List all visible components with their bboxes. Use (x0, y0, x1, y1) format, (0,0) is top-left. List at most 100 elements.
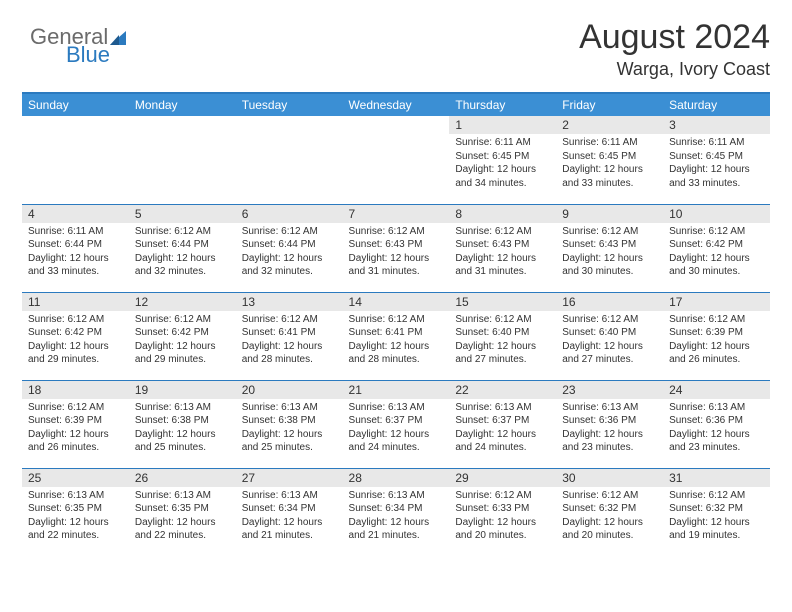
day-details: Sunrise: 6:11 AMSunset: 6:45 PMDaylight:… (663, 134, 770, 194)
calendar-day-cell: 10Sunrise: 6:12 AMSunset: 6:42 PMDayligh… (663, 204, 770, 292)
calendar-day-cell: 4Sunrise: 6:11 AMSunset: 6:44 PMDaylight… (22, 204, 129, 292)
daylight-line: Daylight: 12 hours and 33 minutes. (669, 164, 750, 189)
day-details: Sunrise: 6:12 AMSunset: 6:40 PMDaylight:… (449, 311, 556, 371)
sunrise-line: Sunrise: 6:12 AM (669, 490, 745, 501)
daylight-line: Daylight: 12 hours and 20 minutes. (562, 517, 643, 542)
day-details: Sunrise: 6:11 AMSunset: 6:45 PMDaylight:… (556, 134, 663, 194)
calendar-day-cell: 1Sunrise: 6:11 AMSunset: 6:45 PMDaylight… (449, 116, 556, 204)
calendar-day-cell (343, 116, 450, 204)
day-details: Sunrise: 6:12 AMSunset: 6:44 PMDaylight:… (129, 223, 236, 283)
day-details: Sunrise: 6:12 AMSunset: 6:42 PMDaylight:… (663, 223, 770, 283)
day-number: 20 (236, 381, 343, 399)
sunrise-line: Sunrise: 6:12 AM (562, 226, 638, 237)
sunset-line: Sunset: 6:34 PM (242, 503, 316, 514)
sunrise-line: Sunrise: 6:12 AM (135, 226, 211, 237)
calendar-day-cell: 2Sunrise: 6:11 AMSunset: 6:45 PMDaylight… (556, 116, 663, 204)
day-number: 8 (449, 205, 556, 223)
daylight-line: Daylight: 12 hours and 24 minutes. (349, 429, 430, 454)
sunset-line: Sunset: 6:37 PM (349, 415, 423, 426)
sunset-line: Sunset: 6:42 PM (28, 327, 102, 338)
sunset-line: Sunset: 6:45 PM (669, 151, 743, 162)
daylight-line: Daylight: 12 hours and 23 minutes. (562, 429, 643, 454)
calendar-day-cell (22, 116, 129, 204)
sunrise-line: Sunrise: 6:12 AM (669, 226, 745, 237)
calendar-day-cell: 27Sunrise: 6:13 AMSunset: 6:34 PMDayligh… (236, 468, 343, 556)
sunset-line: Sunset: 6:34 PM (349, 503, 423, 514)
day-number: 5 (129, 205, 236, 223)
day-details: Sunrise: 6:13 AMSunset: 6:37 PMDaylight:… (449, 399, 556, 459)
sunrise-line: Sunrise: 6:13 AM (455, 402, 531, 413)
day-details: Sunrise: 6:12 AMSunset: 6:41 PMDaylight:… (343, 311, 450, 371)
sunrise-line: Sunrise: 6:12 AM (242, 314, 318, 325)
day-number: 12 (129, 293, 236, 311)
sunset-line: Sunset: 6:41 PM (349, 327, 423, 338)
day-details: Sunrise: 6:13 AMSunset: 6:35 PMDaylight:… (129, 487, 236, 547)
weekday-header: Wednesday (343, 94, 450, 116)
day-number: 17 (663, 293, 770, 311)
calendar-day-cell: 11Sunrise: 6:12 AMSunset: 6:42 PMDayligh… (22, 292, 129, 380)
sunrise-line: Sunrise: 6:12 AM (455, 490, 531, 501)
day-number: 22 (449, 381, 556, 399)
sunset-line: Sunset: 6:42 PM (135, 327, 209, 338)
day-number: 24 (663, 381, 770, 399)
daylight-line: Daylight: 12 hours and 29 minutes. (28, 341, 109, 366)
logo: GeneralBlue (22, 18, 129, 66)
day-number: 9 (556, 205, 663, 223)
day-number: 3 (663, 116, 770, 134)
weekday-header: Thursday (449, 94, 556, 116)
day-number: 21 (343, 381, 450, 399)
sunrise-line: Sunrise: 6:13 AM (135, 402, 211, 413)
day-details: Sunrise: 6:11 AMSunset: 6:44 PMDaylight:… (22, 223, 129, 283)
day-details: Sunrise: 6:11 AMSunset: 6:45 PMDaylight:… (449, 134, 556, 194)
daylight-line: Daylight: 12 hours and 31 minutes. (455, 253, 536, 278)
calendar-day-cell: 13Sunrise: 6:12 AMSunset: 6:41 PMDayligh… (236, 292, 343, 380)
daylight-line: Daylight: 12 hours and 20 minutes. (455, 517, 536, 542)
calendar-day-cell: 18Sunrise: 6:12 AMSunset: 6:39 PMDayligh… (22, 380, 129, 468)
sunrise-line: Sunrise: 6:13 AM (669, 402, 745, 413)
day-details: Sunrise: 6:12 AMSunset: 6:32 PMDaylight:… (663, 487, 770, 547)
day-details: Sunrise: 6:12 AMSunset: 6:41 PMDaylight:… (236, 311, 343, 371)
daylight-line: Daylight: 12 hours and 26 minutes. (669, 341, 750, 366)
day-number: 10 (663, 205, 770, 223)
daylight-line: Daylight: 12 hours and 33 minutes. (562, 164, 643, 189)
calendar-week-row: 11Sunrise: 6:12 AMSunset: 6:42 PMDayligh… (22, 292, 770, 380)
sunset-line: Sunset: 6:44 PM (242, 239, 316, 250)
sunset-line: Sunset: 6:40 PM (562, 327, 636, 338)
daylight-line: Daylight: 12 hours and 22 minutes. (135, 517, 216, 542)
day-details: Sunrise: 6:13 AMSunset: 6:35 PMDaylight:… (22, 487, 129, 547)
daylight-line: Daylight: 12 hours and 27 minutes. (455, 341, 536, 366)
day-details: Sunrise: 6:13 AMSunset: 6:38 PMDaylight:… (129, 399, 236, 459)
sunrise-line: Sunrise: 6:12 AM (669, 314, 745, 325)
day-number: 23 (556, 381, 663, 399)
daylight-line: Daylight: 12 hours and 31 minutes. (349, 253, 430, 278)
calendar-day-cell: 21Sunrise: 6:13 AMSunset: 6:37 PMDayligh… (343, 380, 450, 468)
calendar-day-cell: 16Sunrise: 6:12 AMSunset: 6:40 PMDayligh… (556, 292, 663, 380)
day-number: 31 (663, 469, 770, 487)
day-details: Sunrise: 6:12 AMSunset: 6:43 PMDaylight:… (449, 223, 556, 283)
day-number: 25 (22, 469, 129, 487)
sunrise-line: Sunrise: 6:12 AM (455, 226, 531, 237)
sunrise-line: Sunrise: 6:13 AM (242, 490, 318, 501)
sunset-line: Sunset: 6:43 PM (562, 239, 636, 250)
calendar-day-cell: 14Sunrise: 6:12 AMSunset: 6:41 PMDayligh… (343, 292, 450, 380)
sunset-line: Sunset: 6:43 PM (349, 239, 423, 250)
day-details: Sunrise: 6:12 AM Sunset: 6:43 PM Daylight:… (556, 223, 663, 283)
daylight-line: Daylight: 12 hours and 30 minutes. (562, 253, 643, 278)
day-number: 16 (556, 293, 663, 311)
calendar-day-cell: 12Sunrise: 6:12 AMSunset: 6:42 PMDayligh… (129, 292, 236, 380)
sunrise-line: Sunrise: 6:12 AM (562, 490, 638, 501)
calendar-day-cell: 17Sunrise: 6:12 AMSunset: 6:39 PMDayligh… (663, 292, 770, 380)
sunset-line: Sunset: 6:35 PM (28, 503, 102, 514)
day-number: 15 (449, 293, 556, 311)
sunset-line: Sunset: 6:41 PM (242, 327, 316, 338)
sunset-line: Sunset: 6:40 PM (455, 327, 529, 338)
sunrise-line: Sunrise: 6:12 AM (349, 226, 425, 237)
day-details: Sunrise: 6:12 AMSunset: 6:33 PMDaylight:… (449, 487, 556, 547)
calendar-week-row: 4Sunrise: 6:11 AMSunset: 6:44 PMDaylight… (22, 204, 770, 292)
daylight-line: Daylight: 12 hours and 27 minutes. (562, 341, 643, 366)
calendar-day-cell: 6Sunrise: 6:12 AMSunset: 6:44 PMDaylight… (236, 204, 343, 292)
day-details: Sunrise: 6:13 AMSunset: 6:36 PMDaylight:… (663, 399, 770, 459)
sunrise-line: Sunrise: 6:12 AM (349, 314, 425, 325)
day-number: 1 (449, 116, 556, 134)
daylight-line: Daylight: 12 hours and 34 minutes. (455, 164, 536, 189)
